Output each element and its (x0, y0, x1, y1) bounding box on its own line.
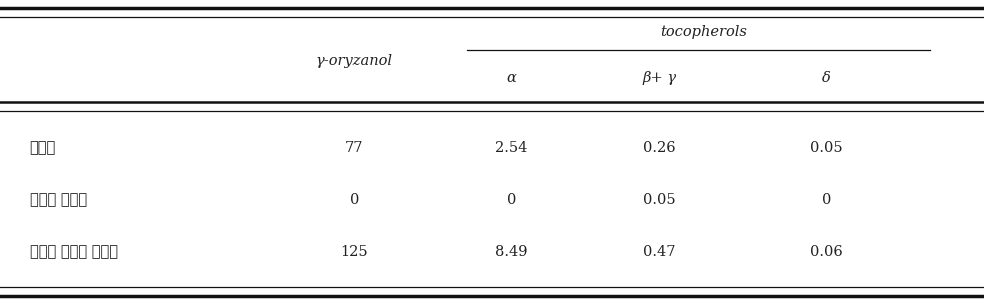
Text: 미감수 발효액 슬러지: 미감수 발효액 슬러지 (30, 244, 117, 259)
Text: 미감수: 미감수 (30, 140, 56, 156)
Text: 77: 77 (345, 141, 363, 155)
Text: 0: 0 (349, 193, 359, 207)
Text: γ-oryzanol: γ-oryzanol (316, 54, 393, 68)
Text: 2.54: 2.54 (496, 141, 527, 155)
Text: β+ γ: β+ γ (643, 71, 676, 85)
Text: 0.05: 0.05 (643, 193, 676, 207)
Text: 0: 0 (822, 193, 831, 207)
Text: 125: 125 (340, 245, 368, 259)
Text: 8.49: 8.49 (495, 245, 528, 259)
Text: 0.06: 0.06 (810, 245, 843, 259)
Text: 0.47: 0.47 (643, 245, 676, 259)
Text: 0.05: 0.05 (810, 141, 843, 155)
Text: 0: 0 (507, 193, 517, 207)
Text: 0.26: 0.26 (643, 141, 676, 155)
Text: δ: δ (823, 71, 830, 85)
Text: α: α (507, 71, 517, 85)
Text: 미감수 발효액: 미감수 발효액 (30, 192, 87, 207)
Text: tocopherols: tocopherols (660, 25, 747, 39)
